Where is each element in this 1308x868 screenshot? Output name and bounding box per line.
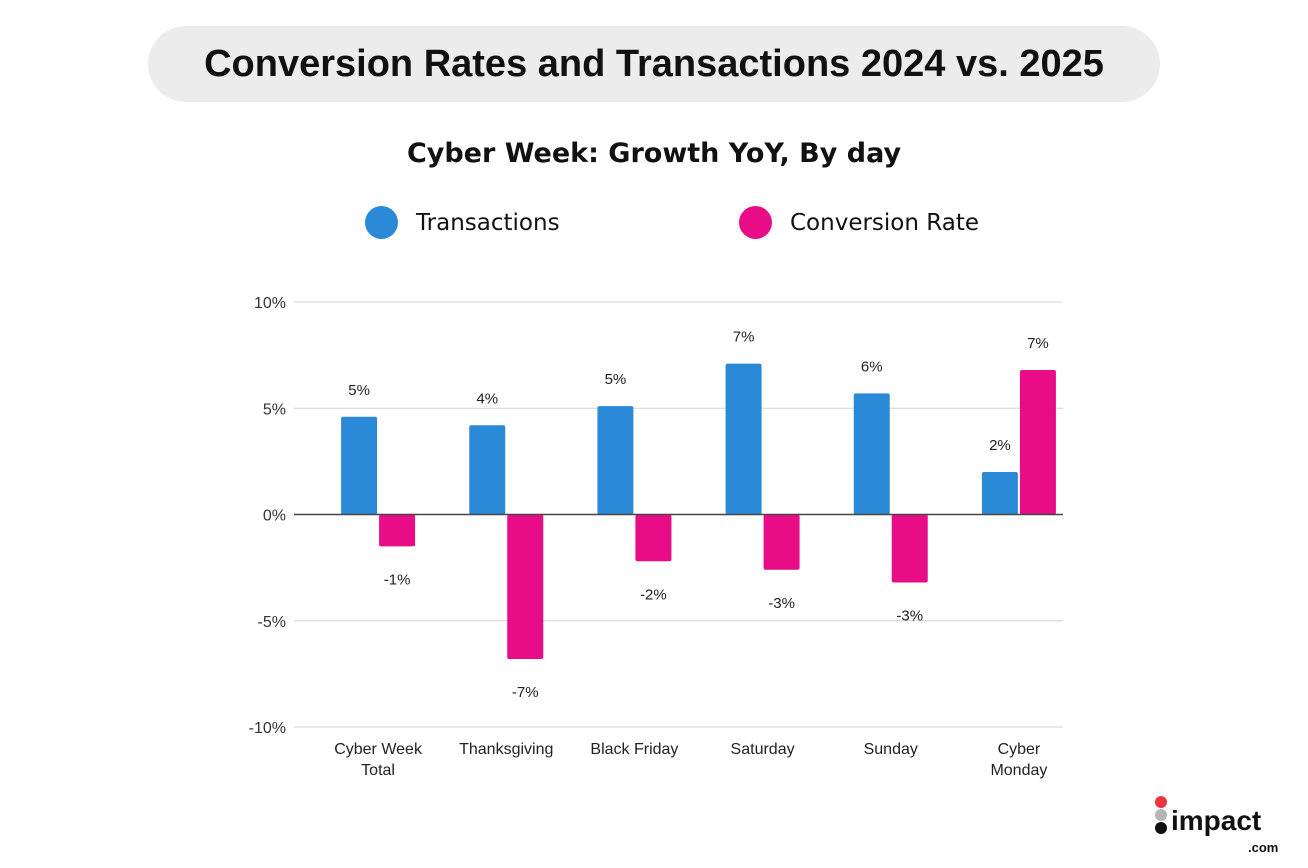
bar-conversion-rate	[635, 514, 672, 562]
bar-transactions	[853, 393, 890, 515]
bar-conversion-rate	[891, 514, 928, 583]
chart-title: Cyber Week: Growth YoY, By day	[406, 138, 902, 169]
data-label: 6%	[861, 358, 883, 375]
data-label: 4%	[476, 390, 498, 407]
logo-dot-red-icon	[1155, 796, 1167, 808]
bar-conversion-rate	[507, 514, 544, 659]
bar-conversion-rate	[763, 514, 800, 570]
x-tick-label: Cyber Week	[334, 741, 423, 758]
legend-conversion-rate: Conversion Rate	[739, 206, 979, 239]
bar-transactions	[469, 425, 506, 515]
bar-transactions	[981, 472, 1018, 515]
logo-text: impact	[1171, 805, 1261, 836]
bar-transactions	[341, 416, 378, 515]
y-tick-label: -5%	[258, 614, 286, 631]
data-label: 5%	[348, 382, 370, 399]
x-tick-label: Sunday	[864, 741, 918, 758]
data-label: -3%	[768, 595, 795, 612]
data-label: 7%	[1027, 335, 1049, 352]
y-tick-label: 5%	[263, 401, 286, 418]
data-label: 5%	[605, 371, 627, 388]
bar-transactions	[725, 363, 762, 515]
legend-label: Conversion Rate	[790, 209, 979, 236]
y-tick-label: -10%	[249, 720, 286, 737]
bar-transactions	[597, 406, 634, 515]
legend-label: Transactions	[416, 209, 560, 236]
logo-dot-gray-icon	[1155, 809, 1167, 821]
banner-title: Conversion Rates and Transactions 2024 v…	[148, 26, 1160, 102]
x-tick-label: Black Friday	[590, 741, 678, 758]
logo-dot-black-icon	[1155, 822, 1167, 834]
bar-conversion-rate	[1019, 370, 1056, 515]
legend-swatch-conversion-rate	[739, 206, 772, 239]
x-tick-label: Thanksgiving	[459, 741, 553, 758]
y-tick-label: 0%	[263, 508, 286, 525]
x-tick-label: Cyber	[998, 741, 1041, 758]
data-label: 2%	[989, 437, 1011, 454]
bar-conversion-rate	[379, 514, 416, 547]
y-tick-label: 10%	[254, 295, 286, 312]
legend-transactions: Transactions	[365, 206, 560, 239]
data-label: 7%	[733, 329, 755, 346]
x-tick-label: Monday	[990, 762, 1047, 779]
x-tick-label: Saturday	[731, 741, 795, 758]
x-tick-label: Total	[361, 762, 395, 779]
legend-swatch-transactions	[365, 206, 398, 239]
logo-suffix: .com	[1248, 840, 1278, 855]
data-label: -2%	[640, 586, 667, 603]
data-label: -1%	[384, 571, 411, 588]
data-label: -7%	[512, 684, 539, 701]
impact-logo: impact .com	[1155, 796, 1278, 855]
data-label: -3%	[896, 608, 923, 625]
